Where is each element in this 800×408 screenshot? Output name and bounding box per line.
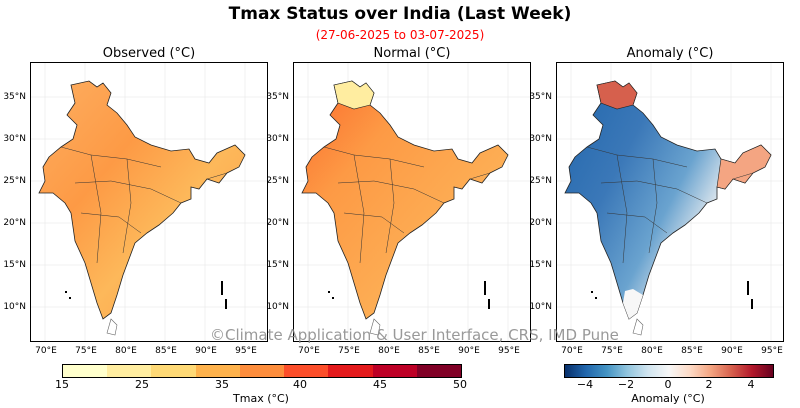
cb-tmax-tick-45: 45 [373, 378, 387, 391]
islands-normal [328, 281, 490, 309]
south-neutral-anomaly [623, 289, 643, 319]
cb-tmax-tick-50: 50 [453, 378, 467, 391]
lon-tick-80: 80°E [641, 346, 663, 356]
lat-tick-15: 15°N [529, 260, 552, 270]
colorbar-tmax-segment [328, 365, 373, 377]
colorbar-tmax-segment [284, 365, 329, 377]
map-observed [31, 63, 267, 341]
lat-tick-30: 30°N [3, 134, 26, 144]
north-warm-anomaly [596, 80, 638, 110]
map-panel-anomaly [556, 62, 784, 342]
lon-tick-95: 95°E [235, 346, 257, 356]
colorbar-anomaly-label: Anomaly (°C) [631, 392, 705, 405]
date-range-subtitle: (27-06-2025 to 03-07-2025) [315, 28, 485, 42]
islands-anomaly [591, 281, 753, 309]
northeast-warm-anomaly [716, 144, 772, 190]
lon-tick-70: 70°E [561, 346, 583, 356]
colorbar-tmax-segment [239, 365, 285, 377]
colorbar-anomaly [564, 364, 774, 378]
lon-tick-90: 90°E [458, 346, 480, 356]
cb-anom-tick-2: 2 [705, 378, 713, 391]
islands-observed [65, 281, 227, 309]
cb-anom-tick-m2: −2 [617, 378, 635, 391]
india-map-normal [301, 80, 509, 320]
lon-tick-90: 90°E [721, 346, 743, 356]
lat-tick-10: 10°N [529, 302, 552, 312]
lon-tick-80: 80°E [378, 346, 400, 356]
lon-tick-75: 75°E [338, 346, 360, 356]
colorbar-tmax [62, 364, 462, 378]
map-anomaly [557, 63, 783, 341]
lat-tick-25: 25°N [3, 176, 26, 186]
north-hills-normal [333, 80, 375, 110]
srilanka-outline [632, 318, 644, 336]
lon-tick-75: 75°E [601, 346, 623, 356]
map-panel-observed [30, 62, 268, 342]
srilanka-outline [106, 318, 118, 336]
lon-tick-95: 95°E [498, 346, 520, 356]
cb-tmax-tick-40: 40 [293, 378, 307, 391]
lat-tick-30: 30°N [529, 134, 552, 144]
lon-tick-80: 80°E [115, 346, 137, 356]
state-boundaries-anomaly [586, 146, 754, 264]
colorbar-tmax-segment [151, 365, 196, 377]
cb-tmax-tick-15: 15 [55, 378, 69, 391]
lat-tick-30: 30°N [266, 134, 289, 144]
lon-tick-95: 95°E [761, 346, 783, 356]
lon-tick-70: 70°E [35, 346, 57, 356]
colorbar-tmax-segment [195, 365, 240, 377]
colorbar-tmax-segment [416, 365, 461, 377]
cb-anom-tick-m4: −4 [576, 378, 594, 391]
copyright-watermark: ©Climate Application & User Interface, C… [210, 326, 619, 344]
lon-tick-85: 85°E [155, 346, 177, 356]
colorbar-tmax-segment [107, 365, 152, 377]
state-boundaries-normal [323, 146, 491, 264]
india-map-observed [38, 80, 246, 320]
lat-tick-15: 15°N [3, 260, 26, 270]
lon-tick-90: 90°E [195, 346, 217, 356]
lat-tick-10: 10°N [266, 302, 289, 312]
cb-tmax-tick-25: 25 [135, 378, 149, 391]
lat-tick-35: 35°N [266, 92, 289, 102]
colorbar-tmax-segment [372, 365, 417, 377]
lat-tick-25: 25°N [529, 176, 552, 186]
figure-title: Tmax Status over India (Last Week) [228, 4, 572, 24]
panel-title-observed: Observed (°C) [102, 46, 196, 61]
lat-tick-35: 35°N [529, 92, 552, 102]
lon-tick-75: 75°E [75, 346, 97, 356]
lon-tick-85: 85°E [418, 346, 440, 356]
map-panel-normal [293, 62, 531, 342]
lat-tick-20: 20°N [266, 218, 289, 228]
lat-tick-20: 20°N [529, 218, 552, 228]
cb-anom-tick-4: 4 [747, 378, 755, 391]
lat-tick-25: 25°N [266, 176, 289, 186]
lon-tick-85: 85°E [681, 346, 703, 356]
colorbar-tmax-label: Tmax (°C) [233, 392, 289, 405]
cb-tmax-tick-35: 35 [215, 378, 229, 391]
india-map-anomaly [564, 80, 772, 320]
lon-tick-70: 70°E [298, 346, 320, 356]
lat-tick-20: 20°N [3, 218, 26, 228]
lat-tick-15: 15°N [266, 260, 289, 270]
colorbar-tmax-segment [63, 365, 108, 377]
panel-title-normal: Normal (°C) [373, 46, 451, 61]
cb-anom-tick-0: 0 [664, 378, 672, 391]
lat-tick-10: 10°N [3, 302, 26, 312]
srilanka-outline [369, 318, 381, 336]
map-normal [294, 63, 530, 341]
lat-tick-35: 35°N [3, 92, 26, 102]
state-boundaries-observed [60, 146, 228, 264]
panel-title-anomaly: Anomaly (°C) [626, 46, 714, 61]
